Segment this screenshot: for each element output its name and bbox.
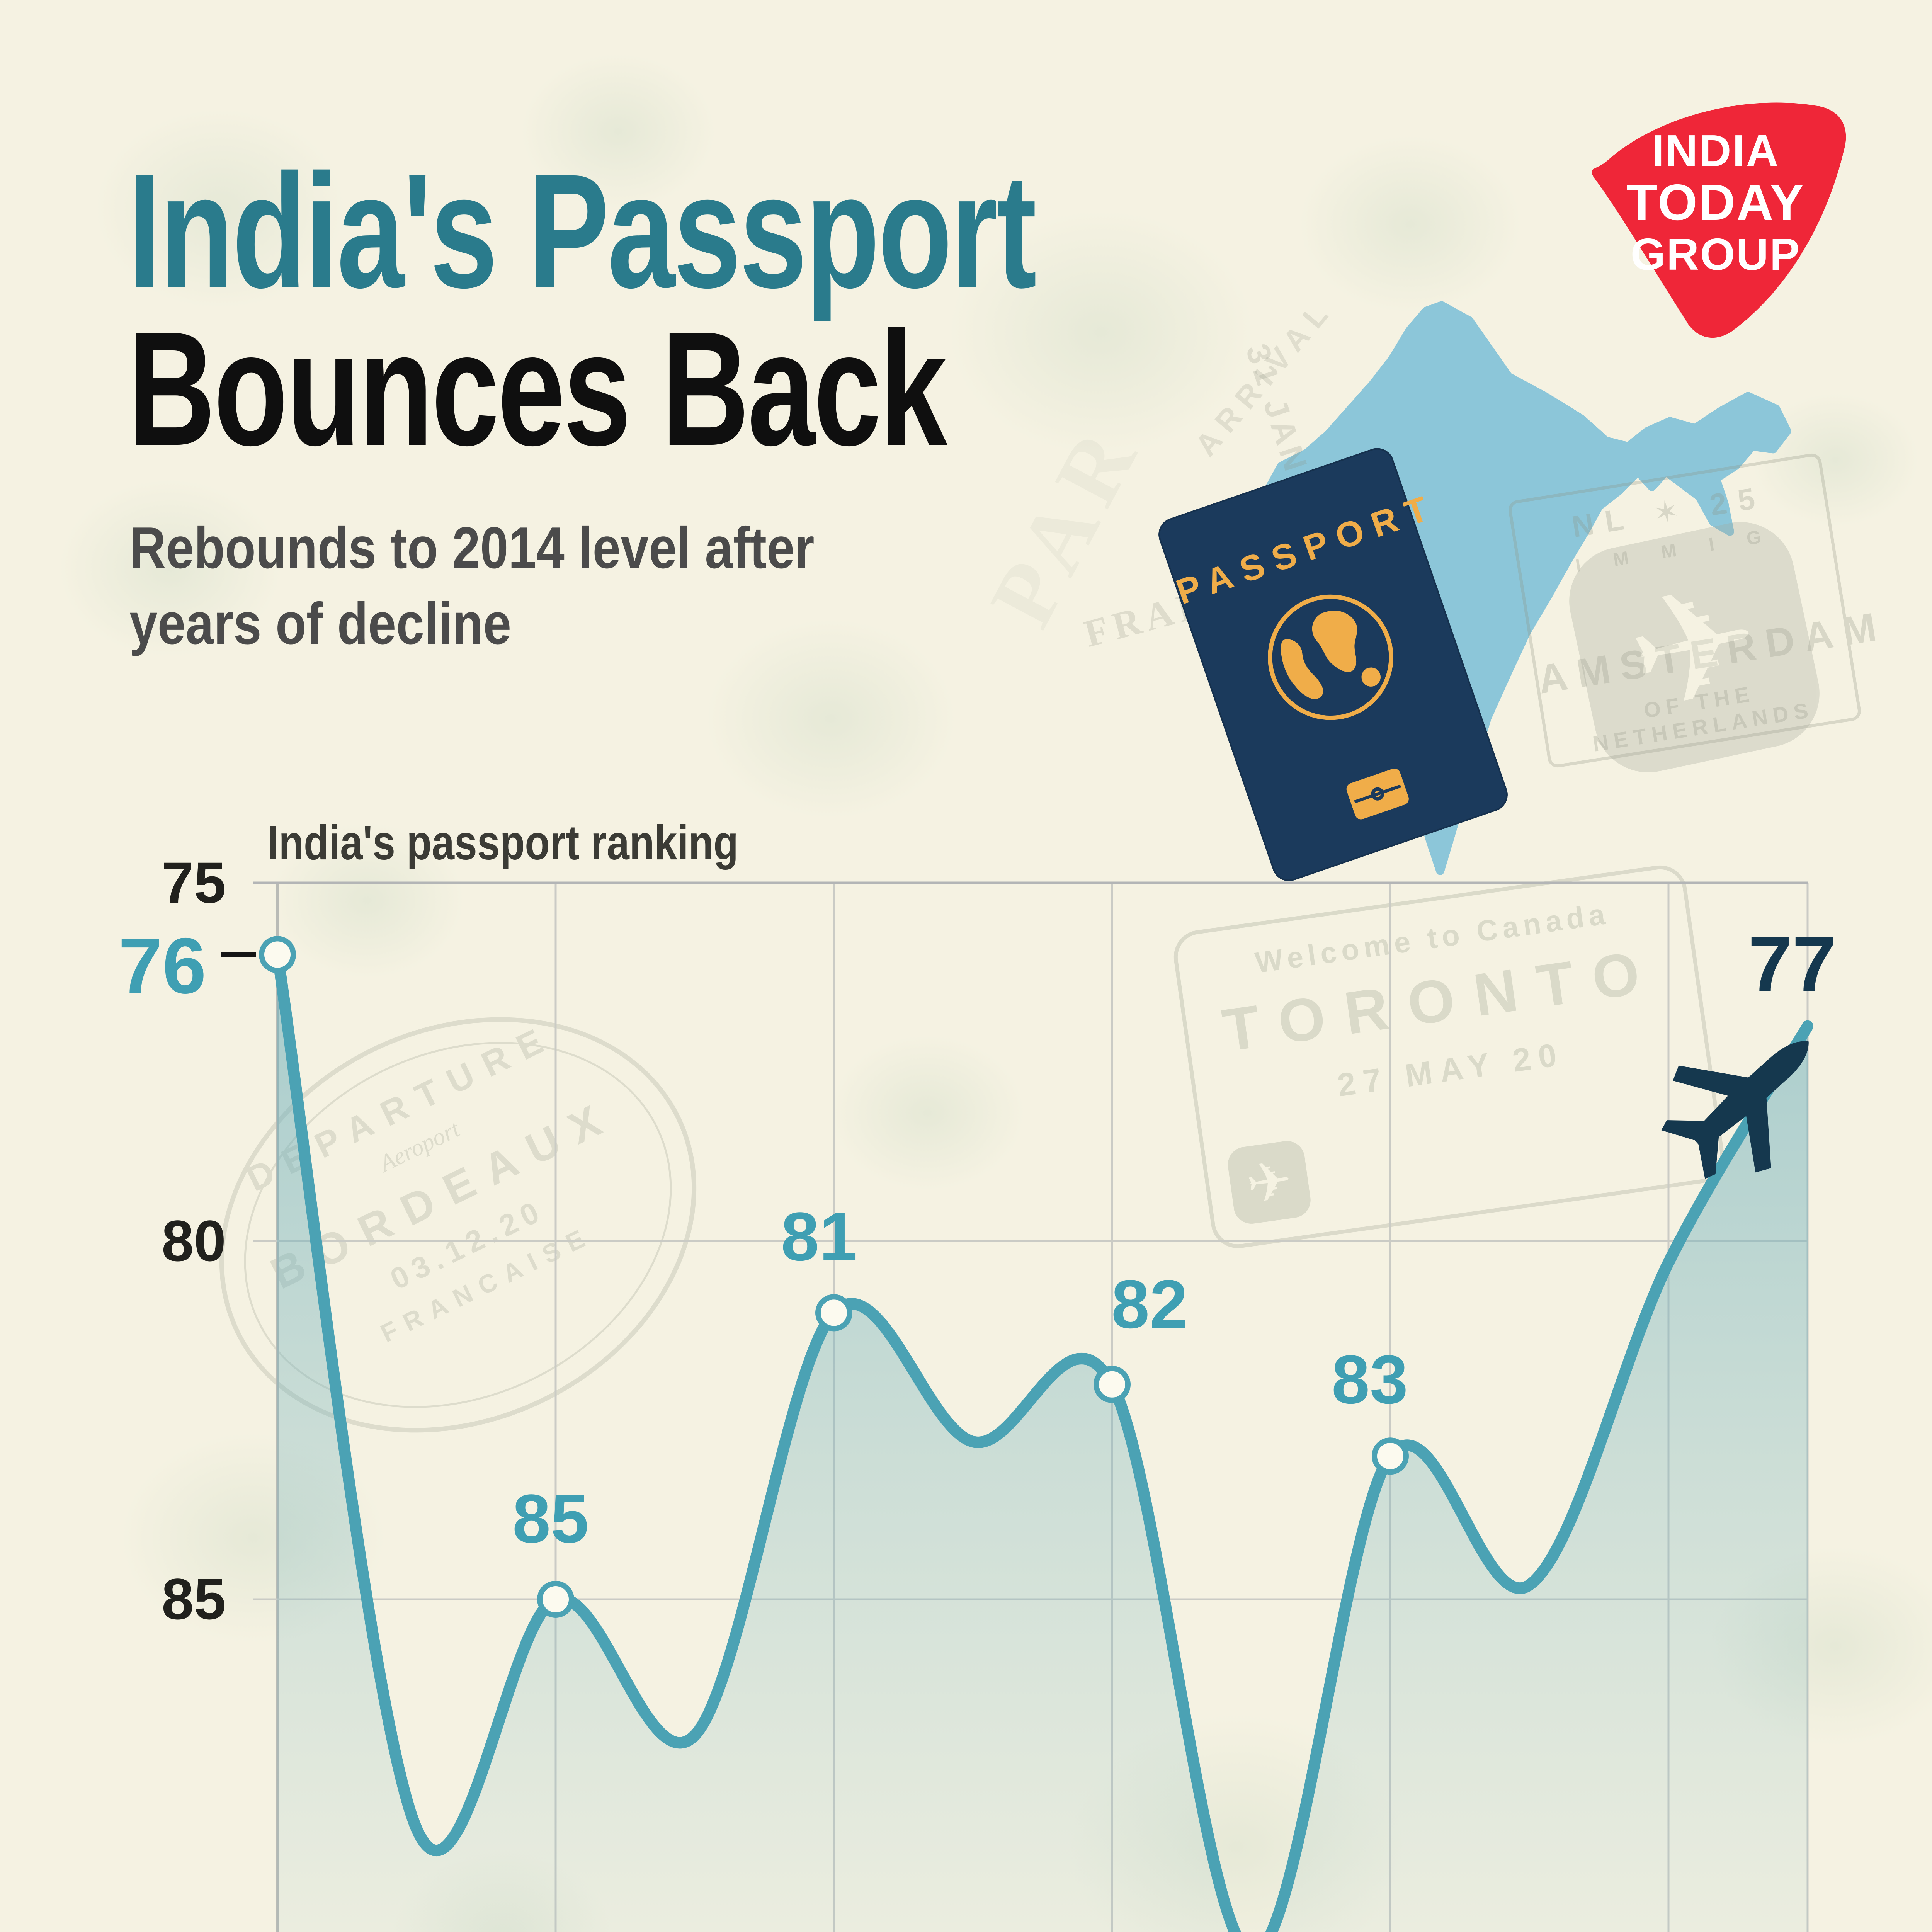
- passport-cover-text: PASSPORT: [1171, 486, 1443, 612]
- airplane-stamp-badge: ✈: [1559, 512, 1830, 782]
- series-line: [272, 949, 1813, 1932]
- chart-title: India's passport ranking: [267, 815, 739, 870]
- brand-text: INDIA TODAY GROUP: [1578, 126, 1853, 279]
- data-point-marker-2014: [259, 936, 296, 973]
- data-point-marker-2020: [1094, 1366, 1131, 1403]
- data-point-marker-2018: [815, 1294, 852, 1332]
- title-line-2: Bounces Back: [128, 298, 947, 480]
- brand-shield-shape: [1591, 102, 1846, 338]
- brand-line-india: INDIA: [1651, 126, 1780, 176]
- india-today-group-logo: INDIA TODAY GROUP: [1578, 77, 1853, 359]
- data-point-marker-2022: [1372, 1437, 1409, 1475]
- brand-line-group: GROUP: [1630, 229, 1801, 279]
- ranking-line-chart: [221, 881, 1813, 1932]
- series-area: [277, 954, 1808, 1932]
- biometric-chip-icon: [1345, 767, 1411, 821]
- data-point-marker-2016: [537, 1581, 574, 1618]
- page-title: India's Passport Bounces Back: [128, 141, 1037, 480]
- title-line-1: India's Passport: [128, 141, 1037, 322]
- brand-line-today: TODAY: [1626, 174, 1805, 231]
- passport-illustration: PASSPORT: [1154, 443, 1512, 886]
- page-subtitle: Rebounds to 2014 level after years of de…: [129, 515, 815, 656]
- globe-icon: [1268, 594, 1393, 720]
- ascending-airplane-icon: [1661, 1041, 1809, 1179]
- airplane-icon: ✈: [1612, 546, 1777, 749]
